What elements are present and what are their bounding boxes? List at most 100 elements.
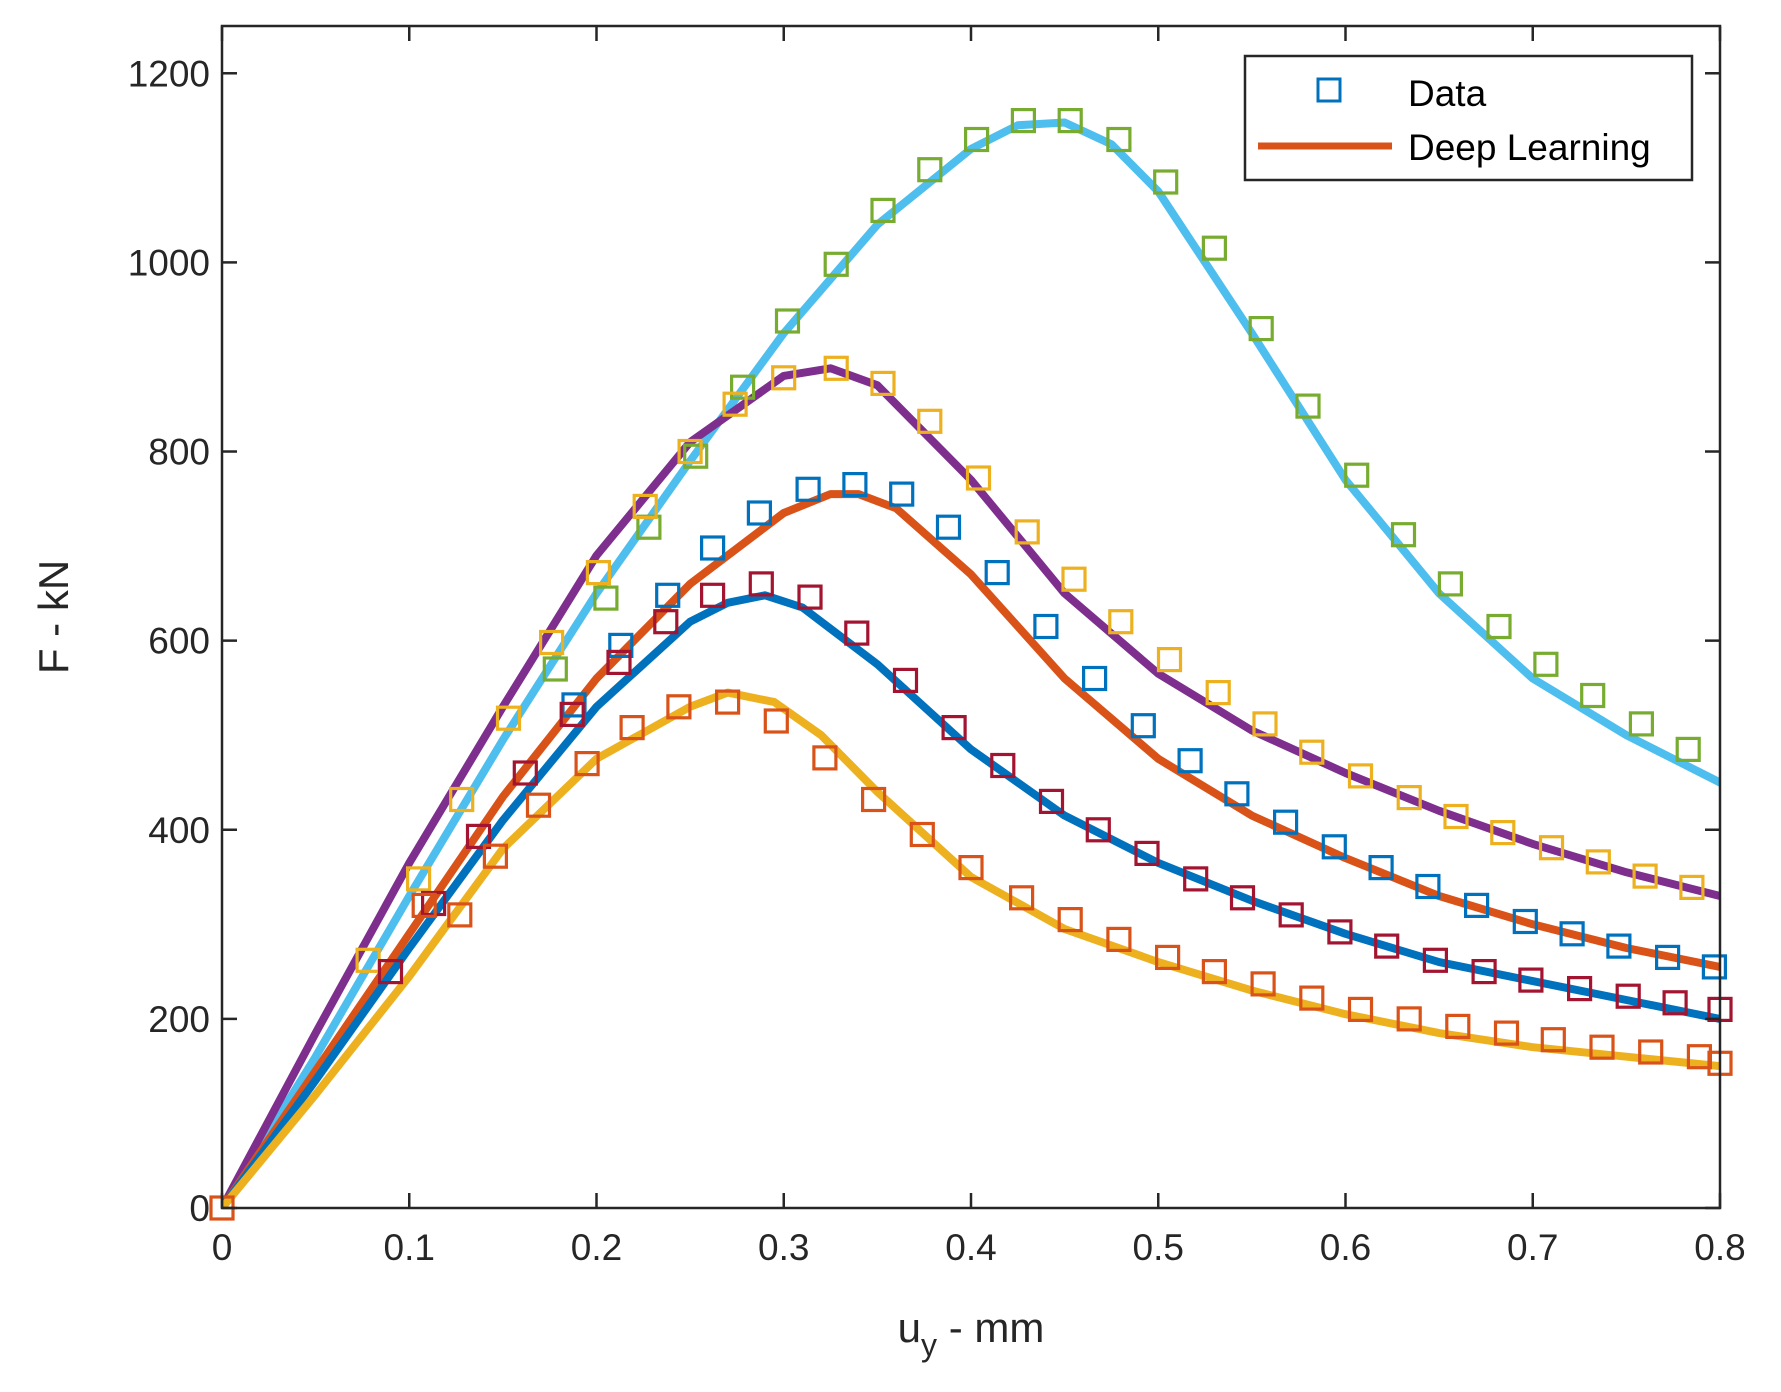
data-point	[1154, 944, 1181, 971]
data-point	[763, 708, 789, 734]
data-point	[1589, 1034, 1615, 1060]
data-point	[729, 374, 756, 400]
data-point	[1010, 107, 1037, 134]
data-point	[1201, 958, 1228, 985]
x-axis-label-rest: - mm	[937, 1304, 1044, 1351]
data-point	[889, 481, 915, 507]
data-point	[1396, 1006, 1422, 1032]
data-point	[699, 582, 726, 608]
data-point	[677, 438, 703, 465]
legend-box	[1243, 54, 1694, 182]
y-tick-label: 600	[148, 621, 210, 662]
data-point	[1493, 1020, 1520, 1046]
x-axis-label: uy - mm	[898, 1304, 1045, 1363]
fit-4-line	[222, 591, 1720, 1208]
data-point	[1347, 763, 1374, 789]
y-tick-label: 0	[189, 1188, 210, 1229]
data-point	[1252, 711, 1278, 737]
data-point	[714, 689, 741, 715]
y-tick-label: 200	[148, 999, 210, 1040]
data-point	[1443, 803, 1469, 830]
data-point	[823, 355, 849, 381]
data-point	[870, 370, 896, 396]
data-point	[1156, 646, 1183, 673]
data-point	[1183, 866, 1209, 892]
data-point	[655, 582, 681, 608]
data-point	[1374, 933, 1400, 959]
x-axis-label-subscript: y	[921, 1327, 937, 1363]
data-point	[1201, 235, 1228, 261]
data-point	[844, 620, 870, 646]
data-point	[699, 535, 726, 561]
data-point	[1463, 892, 1490, 919]
data-point	[1278, 902, 1304, 928]
data-point	[1486, 613, 1512, 640]
data-point	[842, 472, 868, 498]
data-point	[1518, 967, 1544, 993]
data-point	[797, 584, 823, 610]
data-point	[1229, 885, 1256, 911]
data-point	[653, 609, 679, 635]
data-point	[909, 821, 935, 848]
data-point	[1299, 739, 1325, 765]
data-point	[542, 656, 568, 682]
fit-5-line	[222, 688, 1720, 1208]
data-point	[1512, 908, 1538, 935]
data-point	[1628, 711, 1655, 737]
x-tick-label: 0.4	[945, 1227, 996, 1268]
data-point	[1396, 784, 1422, 811]
data-point	[1057, 107, 1083, 134]
data-point	[406, 866, 432, 892]
data-point	[1580, 682, 1606, 709]
data-point	[1008, 885, 1035, 911]
data-point	[1057, 906, 1083, 933]
legend-label-data: Data	[1408, 73, 1487, 114]
data-point	[1538, 835, 1565, 861]
data-point	[683, 443, 709, 469]
data-point	[1085, 817, 1111, 843]
data-point	[1153, 169, 1179, 195]
y-tick-label: 400	[148, 810, 210, 851]
data-point	[559, 701, 585, 728]
data-point	[795, 476, 821, 502]
data-point	[1038, 788, 1065, 815]
legend: Data Deep Learning	[1243, 54, 1694, 182]
data-5-markers	[209, 689, 1733, 1221]
data-point	[1014, 519, 1040, 545]
data-point	[1327, 919, 1353, 945]
data-point	[574, 750, 600, 777]
data-point	[1177, 748, 1203, 774]
data-point	[1250, 971, 1276, 997]
y-axis-label: F - kN	[30, 560, 77, 674]
data-point	[965, 465, 992, 491]
data-point	[525, 792, 552, 818]
y-tick-label: 1000	[128, 242, 210, 283]
data-point	[449, 786, 475, 813]
data-1-markers	[542, 107, 1701, 763]
legend-label-deep-learning: Deep Learning	[1408, 127, 1651, 168]
data-point	[1130, 713, 1156, 739]
data-point	[870, 197, 896, 223]
data-point	[1632, 863, 1658, 889]
data-point	[1368, 854, 1394, 881]
data-point	[963, 126, 990, 153]
data-point	[1299, 985, 1325, 1011]
x-tick-label: 0.1	[384, 1227, 435, 1268]
data-point	[619, 714, 645, 741]
data-point	[421, 890, 447, 917]
data-point	[1559, 921, 1585, 947]
data-point	[1675, 736, 1701, 763]
data-point	[1347, 996, 1374, 1023]
data-point	[771, 365, 797, 391]
axes: 0 0.1 0.2 0.3 0.4 0.5 0.6 0.7 0.8 0 200 400 600 800 10…	[128, 24, 1746, 1268]
data-point	[860, 786, 887, 813]
x-tick-label: 0.3	[758, 1227, 809, 1268]
data-point	[1033, 613, 1059, 640]
y-tick-label: 800	[148, 432, 210, 473]
data-point	[1061, 566, 1087, 592]
data-point	[1224, 781, 1250, 807]
data-point	[812, 745, 838, 771]
data-point	[917, 157, 943, 183]
